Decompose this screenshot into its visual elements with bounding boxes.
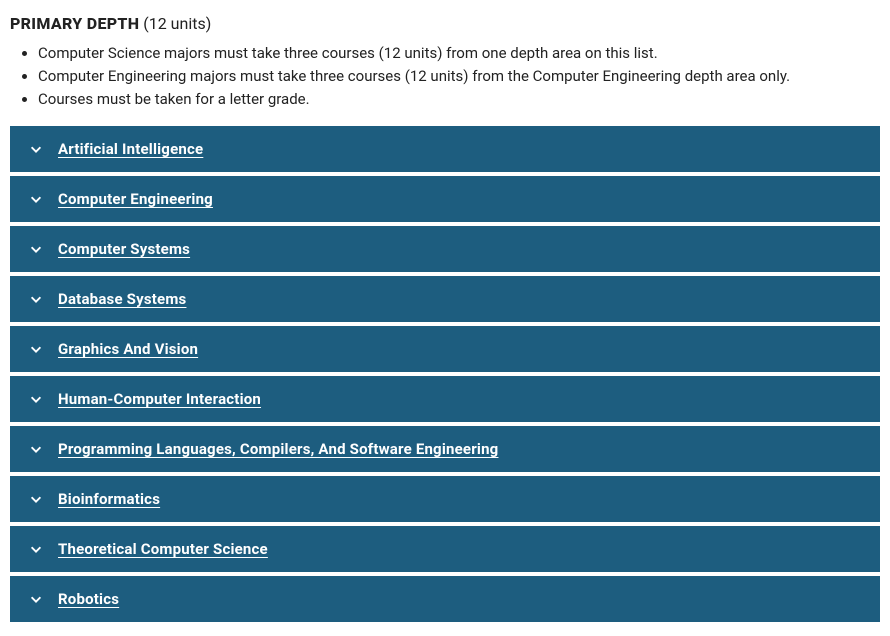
list-item: Courses must be taken for a letter grade…: [38, 89, 880, 111]
section-title-strong: PRIMARY DEPTH: [10, 14, 139, 33]
accordion-item-bioinformatics[interactable]: Bioinformatics: [10, 476, 880, 522]
accordion-label: Artificial Intelligence: [58, 140, 203, 158]
section-title: PRIMARY DEPTH (12 units): [10, 14, 880, 33]
accordion-label: Bioinformatics: [58, 490, 160, 508]
chevron-down-icon: [28, 291, 44, 307]
accordion-label: Computer Engineering: [58, 190, 213, 208]
accordion-label: Human-Computer Interaction: [58, 390, 261, 408]
accordion-item-database-systems[interactable]: Database Systems: [10, 276, 880, 322]
accordion-item-programming-languages[interactable]: Programming Languages, Compilers, And So…: [10, 426, 880, 472]
accordion-label: Theoretical Computer Science: [58, 540, 268, 558]
accordion-label: Graphics And Vision: [58, 340, 198, 358]
chevron-down-icon: [28, 591, 44, 607]
chevron-down-icon: [28, 441, 44, 457]
chevron-down-icon: [28, 491, 44, 507]
section-title-light: (12 units): [139, 14, 211, 33]
chevron-down-icon: [28, 191, 44, 207]
list-item: Computer Science majors must take three …: [38, 43, 880, 65]
requirements-list: Computer Science majors must take three …: [10, 43, 880, 110]
accordion-item-theoretical-cs[interactable]: Theoretical Computer Science: [10, 526, 880, 572]
chevron-down-icon: [28, 241, 44, 257]
accordion-label: Robotics: [58, 590, 119, 608]
list-item: Computer Engineering majors must take th…: [38, 66, 880, 88]
accordion-item-artificial-intelligence[interactable]: Artificial Intelligence: [10, 126, 880, 172]
depth-areas-accordion: Artificial Intelligence Computer Enginee…: [10, 126, 880, 622]
accordion-item-robotics[interactable]: Robotics: [10, 576, 880, 622]
accordion-item-computer-engineering[interactable]: Computer Engineering: [10, 176, 880, 222]
chevron-down-icon: [28, 541, 44, 557]
accordion-item-graphics-and-vision[interactable]: Graphics And Vision: [10, 326, 880, 372]
accordion-item-human-computer-interaction[interactable]: Human-Computer Interaction: [10, 376, 880, 422]
accordion-label: Database Systems: [58, 290, 186, 308]
accordion-label: Programming Languages, Compilers, And So…: [58, 440, 498, 458]
chevron-down-icon: [28, 141, 44, 157]
accordion-item-computer-systems[interactable]: Computer Systems: [10, 226, 880, 272]
chevron-down-icon: [28, 391, 44, 407]
chevron-down-icon: [28, 341, 44, 357]
accordion-label: Computer Systems: [58, 240, 190, 258]
